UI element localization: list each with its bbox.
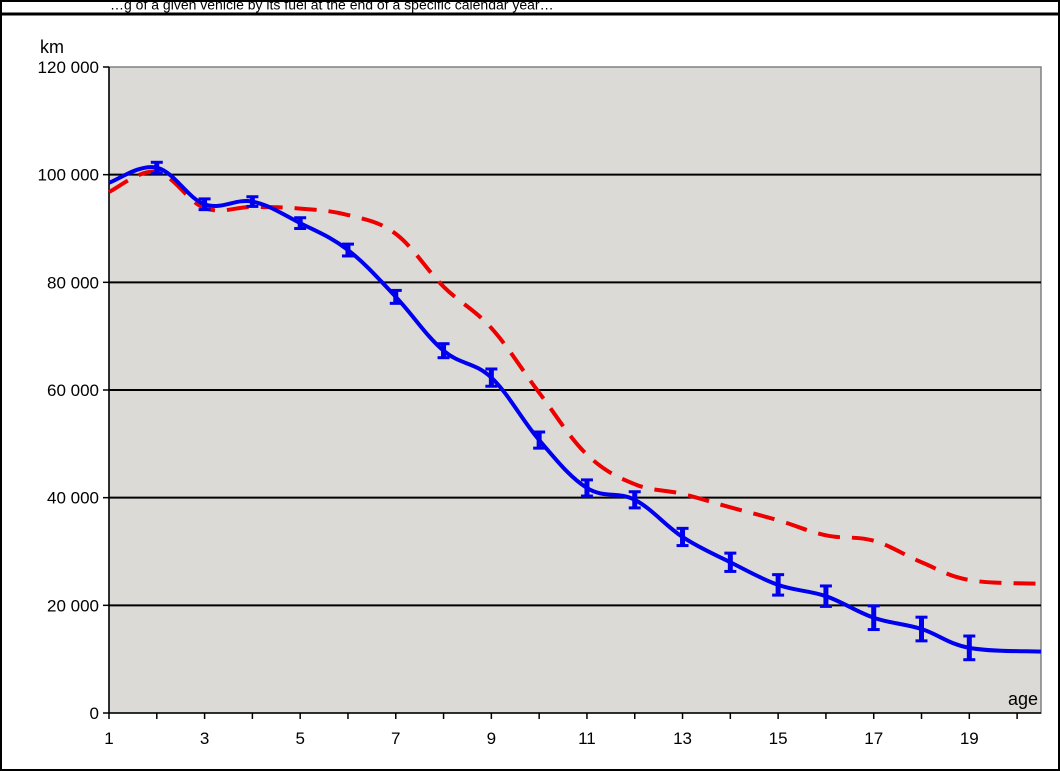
x-tick-label: 13 — [673, 729, 692, 748]
x-tick-label: 9 — [487, 729, 496, 748]
gridlines — [109, 173, 1041, 607]
y-tick-label: 120 000 — [38, 58, 99, 77]
y-tick-label: 100 000 — [38, 166, 99, 185]
error-bar — [341, 242, 354, 258]
error-bar — [724, 551, 737, 573]
error-bar — [437, 342, 450, 360]
error-bar — [819, 584, 832, 608]
error-bar — [628, 490, 641, 510]
x-tick-label: 17 — [864, 729, 883, 748]
error-bar — [963, 634, 976, 662]
error-bar — [485, 367, 498, 388]
x-axis-title: age — [1008, 689, 1038, 709]
x-tick-label: 5 — [295, 729, 304, 748]
solid-series-line — [108, 165, 1042, 654]
x-tick-label: 15 — [769, 729, 788, 748]
y-tick-label: 20 000 — [47, 596, 99, 615]
y-axis-title: km — [40, 37, 64, 57]
x-tick-label: 3 — [200, 729, 209, 748]
x-tick-label: 19 — [960, 729, 979, 748]
error-bar — [915, 615, 928, 643]
dashed-series-line — [108, 169, 1042, 586]
error-bar — [294, 216, 307, 230]
error-bar — [389, 288, 402, 305]
axes — [103, 66, 1041, 719]
tick-labels: 0 20 000 40 000 60 000 80 000 100 000 120 000 1… — [38, 58, 979, 748]
y-tick-label: 40 000 — [47, 489, 99, 508]
x-tick-label: 11 — [578, 729, 596, 748]
error-bar — [580, 478, 593, 498]
error-bar — [867, 604, 880, 632]
top-caption: …g of a given vehicle by its fuel at the… — [110, 0, 554, 13]
y-tick-label: 60 000 — [47, 381, 99, 400]
series — [108, 160, 1042, 662]
x-tick-label: 1 — [104, 729, 113, 748]
error-bar — [246, 195, 259, 208]
x-tick-label: 7 — [391, 729, 400, 748]
error-bar — [150, 160, 163, 175]
error-bar — [772, 573, 785, 597]
error-bar — [676, 526, 689, 548]
y-tick-label: 80 000 — [47, 273, 99, 292]
error-bar — [533, 430, 546, 450]
y-tick-label: 0 — [90, 704, 99, 723]
error-bar — [198, 197, 211, 212]
